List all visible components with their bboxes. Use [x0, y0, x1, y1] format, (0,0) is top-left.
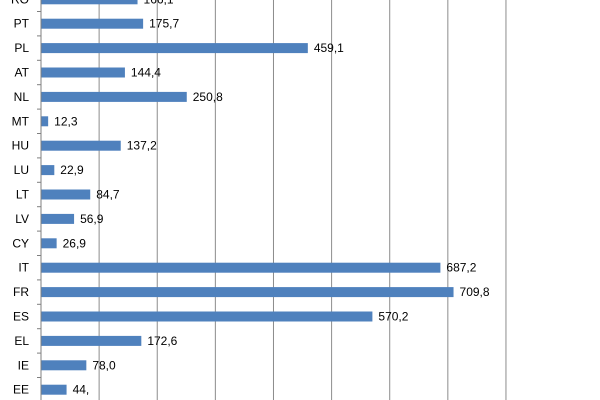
data-label-it: 687,2 [446, 261, 476, 275]
data-label-cy: 26,9 [63, 236, 87, 250]
tick-label-nl: NL [14, 90, 30, 104]
data-label-ie: 78,0 [92, 358, 116, 372]
data-labels: 166,1 175,7 459,1 144,4 250,8 12,3 137,2 22,9 84… [54, 0, 490, 397]
data-label-hu: 137,2 [127, 139, 157, 153]
bar-at [41, 67, 125, 78]
bar-lv [41, 213, 75, 224]
bar-ie [41, 360, 87, 371]
data-label-ro: 166,1 [144, 0, 174, 6]
bar-lt [41, 189, 91, 200]
data-label-mt: 12,3 [54, 114, 78, 128]
bar-hu [41, 140, 121, 151]
tick-label-lv: LV [15, 212, 29, 226]
data-label-nl: 250,8 [193, 90, 223, 104]
bar-cy [41, 238, 57, 249]
bar-pt [41, 18, 144, 29]
bar-fr [41, 287, 454, 298]
bar-ee [41, 384, 67, 395]
data-label-lv: 56,9 [80, 212, 104, 226]
bar-lu [41, 165, 55, 176]
tick-label-fr: FR [13, 285, 29, 299]
data-label-at: 144,4 [131, 66, 161, 80]
tick-label-el: EL [14, 334, 29, 348]
tick-label-es: ES [13, 310, 29, 324]
bar-ro [41, 0, 138, 5]
data-label-fr: 709,8 [460, 285, 490, 299]
tick-label-cy: CY [12, 236, 29, 250]
tick-label-hu: HU [12, 139, 29, 153]
gridlines [98, 0, 507, 400]
tick-label-it: IT [18, 261, 29, 275]
tick-label-at: AT [15, 66, 30, 80]
category-axis: RO PT PL AT NL MT HU LU LT LV CY IT FR ES EL IE EE [11, 0, 42, 400]
tick-label-lt: LT [16, 188, 30, 202]
data-label-ee: 44, [73, 383, 90, 397]
bar-mt [41, 116, 49, 127]
bars [41, 0, 454, 395]
tick-label-pt: PT [14, 17, 30, 31]
data-label-pl: 459,1 [314, 41, 344, 55]
data-label-es: 570,2 [378, 310, 408, 324]
tick-label-ro: RO [11, 0, 29, 6]
tick-label-ee: EE [13, 383, 29, 397]
bar-nl [41, 91, 187, 102]
bar-it [41, 262, 441, 273]
tick-label-mt: MT [12, 114, 30, 128]
data-label-lu: 22,9 [60, 163, 84, 177]
bar-pl [41, 43, 308, 54]
data-label-pt: 175,7 [149, 17, 179, 31]
data-label-lt: 84,7 [96, 188, 120, 202]
tick-label-pl: PL [14, 41, 29, 55]
bar-es [41, 311, 373, 322]
tick-label-lu: LU [14, 163, 29, 177]
data-label-el: 172,6 [147, 334, 177, 348]
tick-label-ie: IE [18, 358, 29, 372]
bar-el [41, 335, 142, 346]
